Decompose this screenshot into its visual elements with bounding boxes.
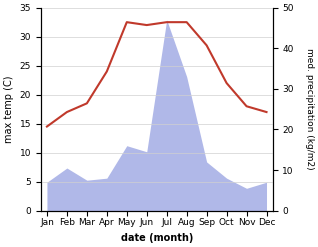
Y-axis label: med. precipitation (kg/m2): med. precipitation (kg/m2): [305, 48, 314, 170]
Y-axis label: max temp (C): max temp (C): [4, 75, 14, 143]
X-axis label: date (month): date (month): [121, 233, 193, 243]
